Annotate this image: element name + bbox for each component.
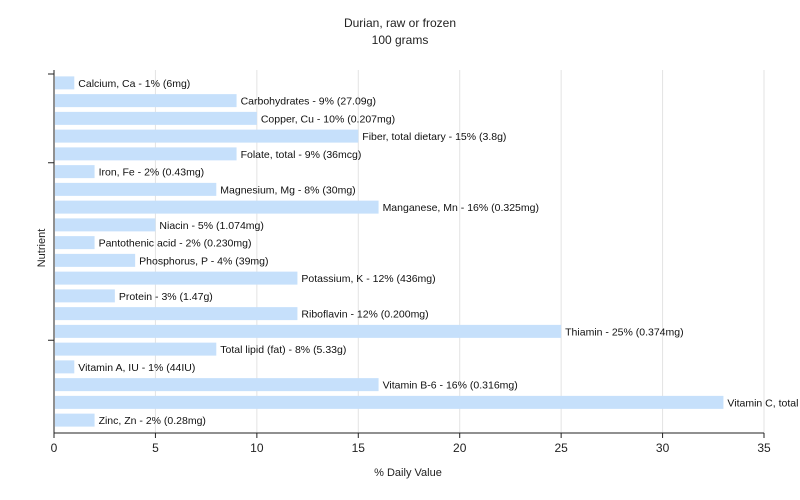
bar-label: Vitamin C, total ascorbic acid - 33% (19… <box>727 397 800 409</box>
x-axis-title: % Daily Value <box>374 467 442 479</box>
x-tick-label: 5 <box>152 441 159 455</box>
bar-label: Protein - 3% (1.47g) <box>119 291 213 303</box>
bar-label: Iron, Fe - 2% (0.43mg) <box>99 167 205 179</box>
x-tick-label: 0 <box>51 441 58 455</box>
x-axis-ticks: 0 5 10 15 20 25 30 35 <box>51 433 771 455</box>
bar <box>55 129 359 143</box>
bar <box>55 289 115 303</box>
y-axis-title: Nutrient <box>36 229 48 268</box>
bar-label: Riboflavin - 12% (0.200mg) <box>301 309 428 321</box>
bar-label: Zinc, Zn - 2% (0.28mg) <box>99 415 206 427</box>
bar <box>55 182 217 196</box>
bar <box>55 165 95 179</box>
bars <box>55 76 724 427</box>
bar <box>55 271 298 285</box>
bar <box>55 307 298 321</box>
bar-labels: Calcium, Ca - 1% (6mg) Carbohydrates - 9%… <box>78 78 800 427</box>
bar <box>55 76 75 90</box>
bar <box>55 360 75 374</box>
x-tick-label: 35 <box>757 441 771 455</box>
bar <box>55 111 257 125</box>
bar <box>55 378 379 392</box>
bar <box>55 413 95 427</box>
bar-label: Total lipid (fat) - 8% (5.33g) <box>220 344 346 356</box>
x-tick-label: 20 <box>453 441 467 455</box>
y-axis-ticks <box>48 73 54 341</box>
bar-label: Fiber, total dietary - 15% (3.8g) <box>362 131 506 143</box>
bar <box>55 200 379 214</box>
chart-title: Durian, raw or frozen <box>344 16 456 30</box>
bar-label: Niacin - 5% (1.074mg) <box>159 220 263 232</box>
x-tick-label: 25 <box>554 441 568 455</box>
x-tick-label: 15 <box>352 441 366 455</box>
bar-label: Pantothenic acid - 2% (0.230mg) <box>99 238 252 250</box>
bar-label: Potassium, K - 12% (436mg) <box>301 273 435 285</box>
bar-label: Vitamin A, IU - 1% (44IU) <box>78 362 195 374</box>
bar-label: Magnesium, Mg - 8% (30mg) <box>220 184 355 196</box>
bar-label: Thiamin - 25% (0.374mg) <box>565 326 683 338</box>
bar <box>55 253 136 267</box>
x-tick-label: 10 <box>250 441 264 455</box>
bar <box>55 218 156 232</box>
bar <box>55 236 95 250</box>
bar-label: Phosphorus, P - 4% (39mg) <box>139 255 268 267</box>
bar <box>55 147 237 161</box>
bar-label: Folate, total - 9% (36mcg) <box>241 149 362 161</box>
bar-label: Vitamin B-6 - 16% (0.316mg) <box>383 380 518 392</box>
bar <box>55 94 237 108</box>
bar-label: Manganese, Mn - 16% (0.325mg) <box>383 202 539 214</box>
bar <box>55 395 724 409</box>
bar <box>55 324 562 338</box>
bar-label: Copper, Cu - 10% (0.207mg) <box>261 113 395 125</box>
bar-label: Calcium, Ca - 1% (6mg) <box>78 78 190 90</box>
bar-label: Carbohydrates - 9% (27.09g) <box>241 96 376 108</box>
bar <box>55 342 217 356</box>
x-tick-label: 30 <box>656 441 670 455</box>
chart-subtitle: 100 grams <box>372 33 429 47</box>
